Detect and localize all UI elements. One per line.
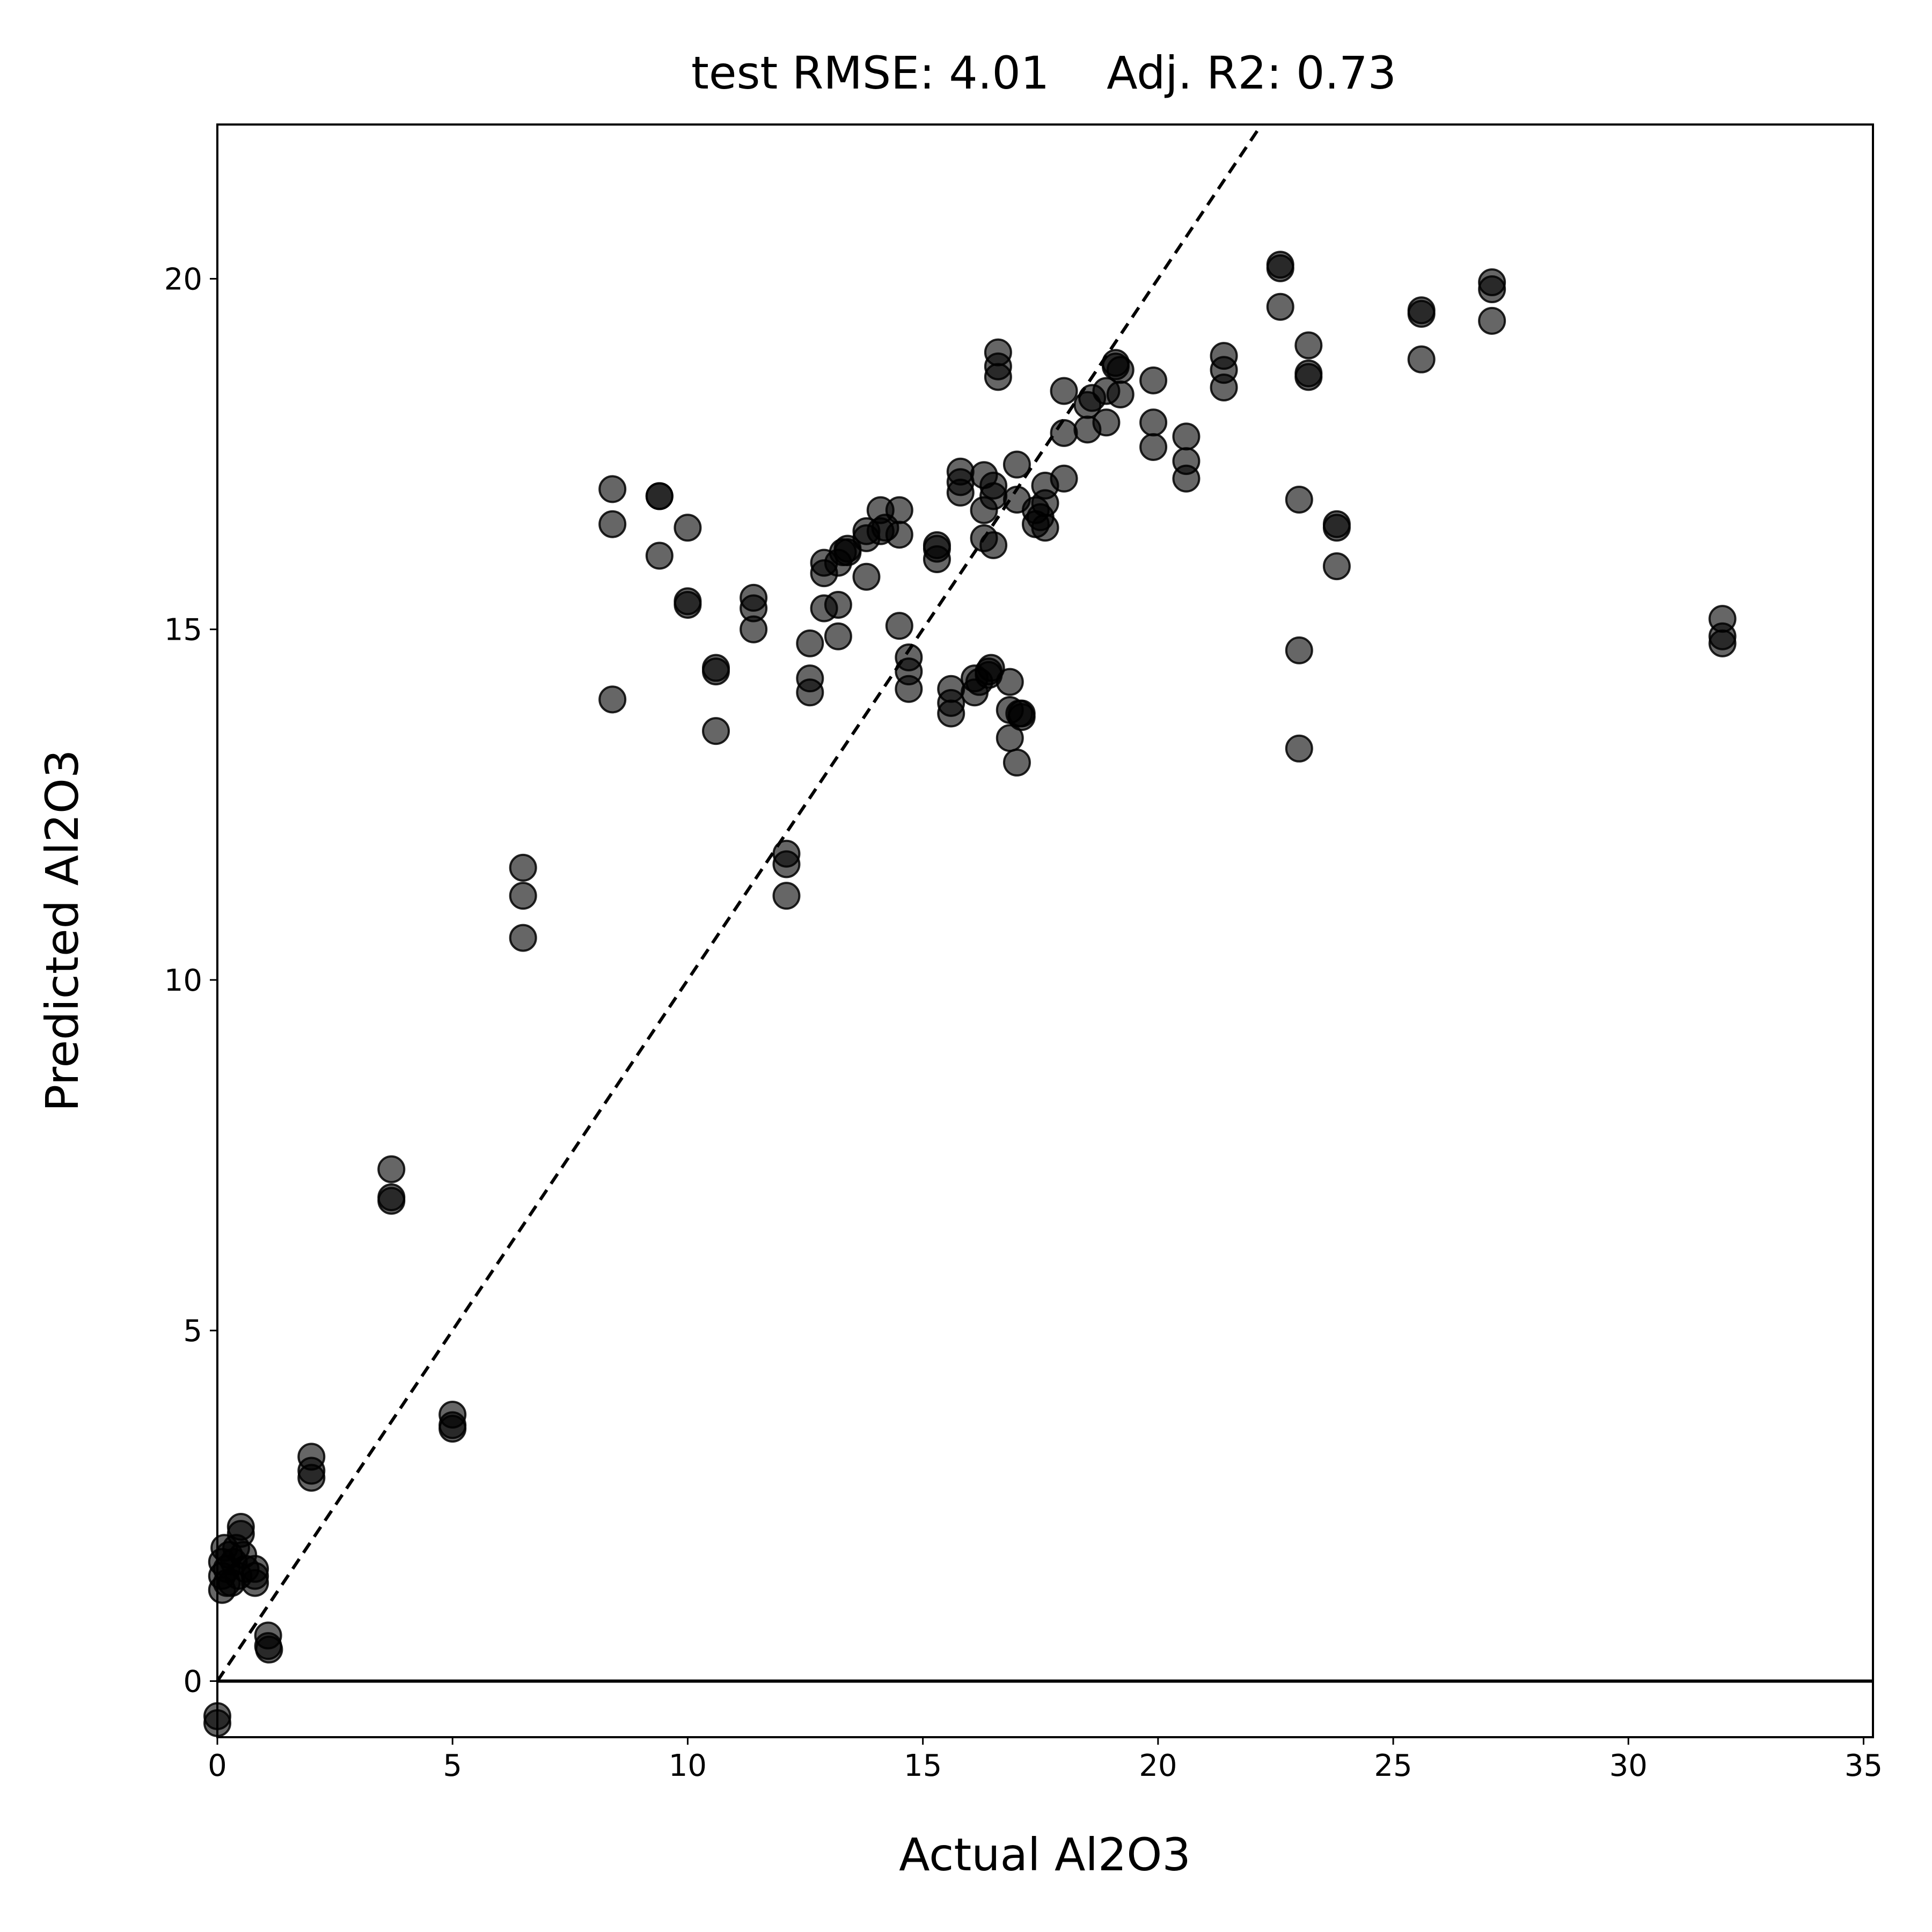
data-point [377,1187,406,1215]
data-point [509,853,537,882]
x-tick-label: 30 [1609,1748,1648,1783]
data-point [1139,408,1168,437]
data-point [226,1513,255,1541]
data-point [598,475,627,503]
x-axis-label: Actual Al2O3 [899,1828,1191,1881]
data-point [885,612,913,640]
data-point [1002,748,1031,777]
axis-ticks: 0 5 10 15 20 25 30 35 0 5 10 15 20 [164,262,1883,1783]
data-point [824,590,852,619]
data-point [796,629,824,657]
data-point [1407,299,1436,328]
data-point [979,531,1008,559]
data-point [1050,419,1078,447]
identity-line [216,123,1263,1682]
data-point [1139,366,1168,394]
data-point [645,541,674,570]
x-tick-label: 10 [669,1748,707,1783]
data-point [1407,345,1436,374]
y-tick-label: 0 [183,1664,202,1699]
data-point [885,496,913,524]
data-point [702,717,730,745]
x-tick-label: 20 [1139,1748,1177,1783]
chart-title: test RMSE: 4.01 Adj. R2: 0.73 [691,47,1396,99]
x-tick-label: 0 [208,1748,227,1783]
data-point [1002,450,1031,479]
data-point [645,482,674,510]
data-point [1294,331,1323,360]
x-tick-label: 15 [904,1748,942,1783]
data-point [740,615,768,643]
data-point [796,678,824,707]
data-point [674,590,702,619]
data-point [852,562,881,591]
data-point [1322,552,1351,581]
data-point [598,510,627,538]
data-point [824,622,852,650]
y-tick-label: 20 [164,262,202,297]
data-point [1478,275,1506,304]
data-point [1031,489,1059,517]
data-point [1266,292,1294,321]
data-point [1294,363,1323,391]
y-tick-label: 10 [164,963,202,998]
data-point [772,850,801,879]
x-tick-label: 25 [1374,1748,1412,1783]
data-point [241,1562,269,1590]
data-point [1285,636,1313,664]
data-point [1139,433,1168,461]
data-point [1106,380,1135,409]
data-point [1092,408,1121,437]
data-point [674,514,702,542]
data-point [996,668,1024,696]
data-point [1478,306,1506,335]
data-point [255,1635,283,1664]
y-tick-label: 15 [164,613,202,648]
data-point [885,521,913,549]
y-tick-label: 5 [183,1314,202,1349]
data-point [1172,464,1201,493]
data-point [772,882,801,910]
reference-lines [216,123,1873,1683]
data-point [1210,373,1238,401]
plot-area-frame [216,123,1874,1738]
x-tick-label: 5 [443,1748,462,1783]
data-point [509,882,537,910]
data-points [203,251,1737,1737]
x-tick-label: 35 [1845,1748,1883,1783]
data-point [1172,422,1201,451]
data-point [977,654,1005,682]
data-point [1106,356,1135,384]
data-point [923,545,951,574]
data-point [833,538,862,566]
data-point [979,482,1008,510]
data-point [895,675,923,703]
data-point [1285,734,1313,763]
data-point [1285,485,1313,514]
y-axis-label: Predicted Al2O3 [36,750,89,1112]
data-point [1007,699,1036,728]
data-point [297,1463,326,1492]
data-point [702,657,730,686]
data-point [1708,629,1737,657]
data-point [984,363,1012,391]
data-point [946,478,975,507]
data-point [598,685,627,714]
data-point [937,699,965,728]
data-point [1266,254,1294,282]
data-point [377,1155,406,1183]
data-point [1050,464,1078,493]
data-point [1031,514,1059,542]
data-point [509,924,537,952]
data-point [1322,514,1351,542]
data-point [438,1415,467,1443]
data-point [1050,377,1078,405]
